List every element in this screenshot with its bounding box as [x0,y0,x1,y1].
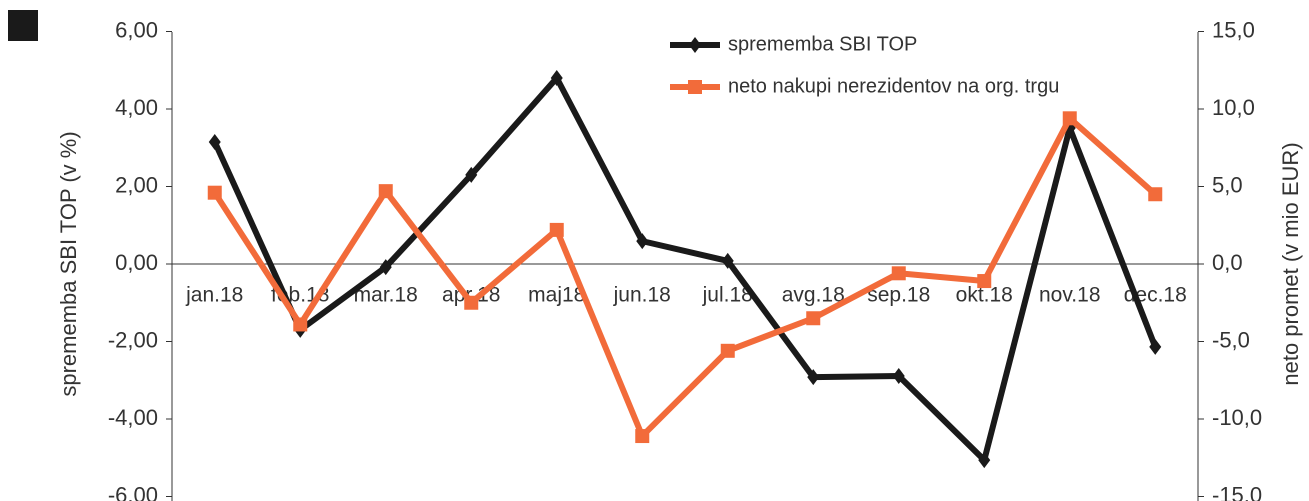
y-tick-label: 6,00 [115,17,158,42]
y-tick-label: 2,00 [115,172,158,197]
legend-label: sprememba SBI TOP [728,33,917,55]
point [636,233,649,250]
point [689,37,701,53]
series-line [212,75,1159,464]
y2-tick-label: 15,0 [1212,17,1255,42]
point [892,367,905,384]
point [378,184,393,199]
y2-tick-label: -15,0 [1212,482,1262,501]
x-tick-label: maj18 [528,284,585,307]
point [379,259,392,276]
x-tick-label: jun.18 [613,284,671,307]
point [1062,111,1077,126]
x-tick-label: avg.18 [782,284,845,307]
x-tick-label: mar.18 [354,284,418,307]
y2-axis-title: neto promet (v mio EUR) [1278,142,1303,385]
point [807,369,820,386]
point [891,266,906,281]
x-tick-label: sep.18 [867,284,930,307]
point [806,311,821,326]
y2-tick-label: 5,0 [1212,172,1243,197]
x-tick-label: okt.18 [956,284,1013,307]
point [688,80,702,94]
point [464,295,479,310]
point [549,222,564,237]
y-tick-label: 4,00 [115,95,158,120]
y2-tick-label: -5,0 [1212,327,1250,352]
y2-tick-label: 0,0 [1212,250,1243,275]
point [1148,187,1163,202]
y-axis-title: sprememba SBI TOP (v %) [56,131,81,396]
x-tick-label: nov.18 [1039,284,1101,307]
y-tick-label: -2,00 [108,327,158,352]
point [550,70,563,86]
point [721,252,734,269]
legend-label: neto nakupi nerezidentov na org. trgu [728,75,1059,97]
y-tick-label: -6,00 [108,482,158,501]
point [465,166,478,183]
y2-tick-label: -10,0 [1212,405,1262,430]
x-tick-label: jan.18 [185,284,243,307]
y-tick-label: -4,00 [108,405,158,430]
point [635,429,650,444]
point [293,317,308,332]
corner-square [8,10,38,41]
point [208,133,221,150]
y-tick-label: 0,00 [115,250,158,275]
point [978,452,991,469]
point [207,185,222,200]
y2-tick-label: 10,0 [1212,95,1255,120]
series-line [212,115,1158,440]
point [977,274,992,289]
point [1149,338,1162,355]
x-tick-label: jul.18 [702,284,753,307]
point [720,343,735,358]
